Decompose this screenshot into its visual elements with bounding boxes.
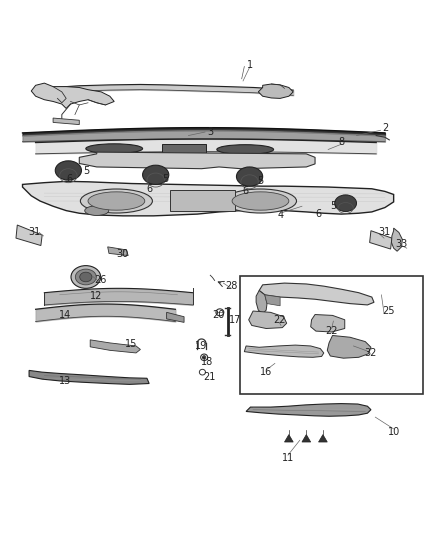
Text: 5: 5 bbox=[83, 166, 89, 176]
Polygon shape bbox=[16, 225, 42, 246]
Text: 8: 8 bbox=[338, 137, 344, 147]
Text: 5: 5 bbox=[162, 174, 169, 184]
Ellipse shape bbox=[71, 265, 101, 288]
Polygon shape bbox=[22, 181, 394, 216]
Polygon shape bbox=[392, 228, 403, 251]
Text: 22: 22 bbox=[325, 326, 338, 336]
Polygon shape bbox=[318, 434, 327, 442]
Text: 12: 12 bbox=[90, 291, 102, 301]
Polygon shape bbox=[311, 314, 345, 332]
Text: 26: 26 bbox=[94, 276, 106, 286]
Ellipse shape bbox=[88, 192, 145, 210]
Text: 6: 6 bbox=[67, 174, 73, 184]
Ellipse shape bbox=[237, 167, 263, 186]
Text: 31: 31 bbox=[378, 228, 390, 237]
Ellipse shape bbox=[86, 144, 143, 154]
Ellipse shape bbox=[55, 161, 81, 180]
Ellipse shape bbox=[80, 272, 92, 282]
Polygon shape bbox=[244, 345, 324, 357]
Text: 4: 4 bbox=[277, 210, 283, 220]
Text: 16: 16 bbox=[260, 367, 272, 377]
Text: 22: 22 bbox=[273, 315, 286, 325]
Text: 18: 18 bbox=[201, 357, 213, 367]
Polygon shape bbox=[302, 434, 311, 442]
Text: 6: 6 bbox=[242, 187, 248, 196]
Text: 19: 19 bbox=[194, 341, 207, 351]
Text: 11: 11 bbox=[282, 453, 294, 463]
Polygon shape bbox=[327, 335, 371, 358]
Polygon shape bbox=[265, 295, 280, 306]
Text: 14: 14 bbox=[59, 310, 71, 320]
Polygon shape bbox=[90, 340, 141, 353]
Text: 33: 33 bbox=[396, 239, 408, 249]
Polygon shape bbox=[256, 290, 267, 313]
Polygon shape bbox=[246, 403, 371, 416]
Text: 17: 17 bbox=[230, 315, 242, 325]
Polygon shape bbox=[166, 312, 184, 322]
Text: 31: 31 bbox=[28, 227, 41, 237]
Ellipse shape bbox=[224, 189, 297, 213]
Bar bbox=[162, 144, 206, 153]
Text: 21: 21 bbox=[203, 372, 215, 382]
Polygon shape bbox=[249, 311, 287, 328]
Text: 32: 32 bbox=[365, 348, 377, 358]
Bar bbox=[170, 190, 235, 212]
Polygon shape bbox=[31, 83, 114, 108]
Ellipse shape bbox=[85, 206, 109, 215]
Text: 3: 3 bbox=[207, 127, 213, 137]
Text: 30: 30 bbox=[116, 249, 128, 259]
Text: 10: 10 bbox=[388, 426, 400, 437]
Polygon shape bbox=[29, 370, 149, 384]
Polygon shape bbox=[258, 84, 293, 99]
Text: 6: 6 bbox=[315, 209, 321, 219]
Ellipse shape bbox=[81, 189, 152, 213]
Text: 13: 13 bbox=[59, 376, 71, 386]
Text: 20: 20 bbox=[212, 310, 224, 320]
Polygon shape bbox=[108, 247, 128, 256]
Ellipse shape bbox=[217, 144, 274, 154]
Text: 5: 5 bbox=[258, 176, 264, 187]
Polygon shape bbox=[79, 152, 315, 169]
Polygon shape bbox=[259, 283, 374, 305]
Polygon shape bbox=[285, 434, 293, 442]
Text: 25: 25 bbox=[382, 306, 395, 316]
Polygon shape bbox=[53, 118, 79, 125]
Text: 6: 6 bbox=[146, 184, 152, 194]
Ellipse shape bbox=[335, 195, 357, 212]
Ellipse shape bbox=[232, 192, 289, 210]
Ellipse shape bbox=[202, 356, 206, 359]
Text: 15: 15 bbox=[125, 339, 137, 349]
Ellipse shape bbox=[75, 269, 96, 285]
Text: 2: 2 bbox=[382, 123, 388, 133]
Text: 28: 28 bbox=[225, 281, 237, 291]
Bar bbox=[240, 276, 424, 394]
Text: 1: 1 bbox=[247, 60, 253, 70]
Text: 5: 5 bbox=[330, 201, 336, 211]
Ellipse shape bbox=[143, 165, 169, 184]
Polygon shape bbox=[370, 231, 392, 249]
